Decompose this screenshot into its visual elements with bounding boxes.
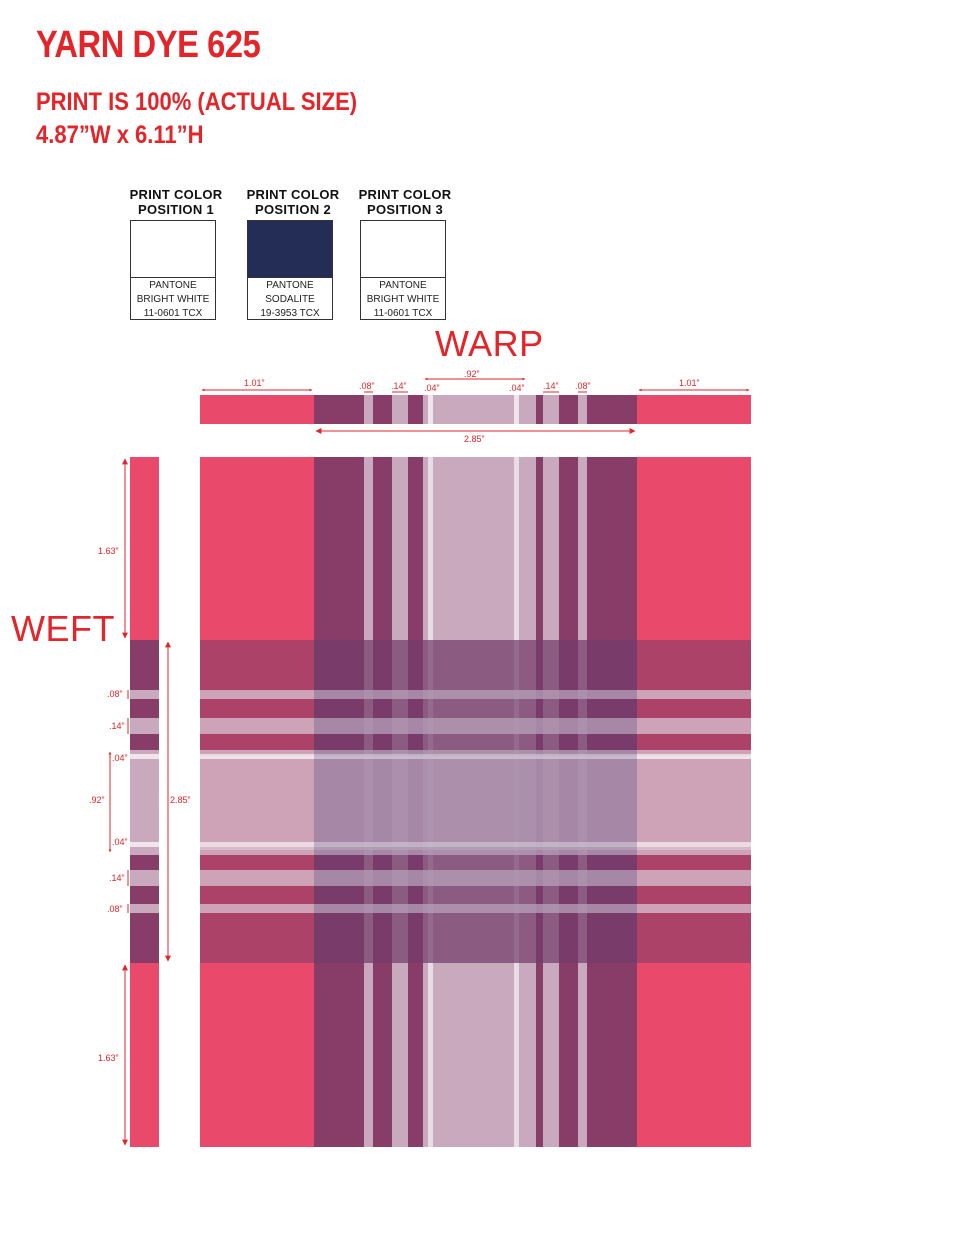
warp-dim-04b: .04” <box>509 383 525 393</box>
warp-dimensions <box>201 377 750 434</box>
document-title: YARN DYE 625 <box>36 24 261 66</box>
warp-stripe <box>519 395 527 424</box>
swatch-3-line1: PANTONE <box>379 280 427 291</box>
swatch-1-heading-line1: PRINT COLOR <box>129 187 223 202</box>
swatch-3-heading: PRINT COLOR POSITION 3 <box>350 187 460 217</box>
warp-dim-14a: .14” <box>391 381 407 391</box>
warp-stripe <box>514 395 519 424</box>
warp-dim-total: 2.85” <box>464 434 485 444</box>
weft-dim-top: 1.63” <box>98 546 119 556</box>
warp-dim-left: 1.01” <box>244 378 265 388</box>
warp-stripe <box>392 395 408 424</box>
warp-stripe <box>578 395 587 424</box>
swatch-1-line3: 11-0601 TCX <box>143 308 203 319</box>
swatch-1-line1: PANTONE <box>149 280 197 291</box>
swatch-2-line2: SODALITE <box>265 294 315 305</box>
weft-dim-04a: .04” <box>112 753 128 763</box>
dimensions-note: 4.87”W x 6.11”H <box>36 121 204 149</box>
swatch-2: PANTONE SODALITE 19-3953 TCX <box>247 220 333 320</box>
warp-dim-08b: .08” <box>575 381 591 391</box>
swatch-3-line3: 11-0601 TCX <box>373 308 433 319</box>
warp-red-left <box>200 395 314 424</box>
weft-dim-08b: .08” <box>107 904 123 914</box>
warp-stripe <box>423 395 432 424</box>
plaid-main <box>200 457 751 1147</box>
swatch-3: PANTONE BRIGHT WHITE 11-0601 TCX <box>360 220 446 320</box>
swatch-2-pantone: PANTONE SODALITE 19-3953 TCX <box>248 278 332 321</box>
swatch-2-color <box>248 221 332 278</box>
print-size-note: PRINT IS 100% (ACTUAL SIZE) <box>36 88 358 116</box>
swatch-3-pantone: PANTONE BRIGHT WHITE 11-0601 TCX <box>361 278 445 321</box>
warp-dim-04a: .04” <box>424 383 440 393</box>
swatch-1-color <box>131 221 215 278</box>
weft-dimensions <box>108 458 171 1146</box>
swatch-1-heading-line2: POSITION 1 <box>138 202 214 217</box>
weft-dim-08a: .08” <box>107 689 123 699</box>
swatch-3-heading-line2: POSITION 3 <box>367 202 443 217</box>
weft-label: WEFT <box>11 608 115 649</box>
swatch-3-heading-line1: PRINT COLOR <box>358 187 452 202</box>
swatch-2-heading-line1: PRINT COLOR <box>246 187 340 202</box>
warp-stripe <box>364 395 373 424</box>
swatch-2-line3: 19-3953 TCX <box>260 308 320 319</box>
warp-dim-center: .92” <box>464 369 480 379</box>
weft-dim-bottom: 1.63” <box>98 1053 119 1063</box>
swatch-3-color <box>361 221 445 278</box>
swatch-2-line1: PANTONE <box>266 280 314 291</box>
weft-dim-14b: .14” <box>109 873 125 883</box>
warp-stripe <box>428 395 433 424</box>
warp-dim-right: 1.01” <box>679 378 700 388</box>
swatch-1-line2: BRIGHT WHITE <box>136 294 210 305</box>
swatch-1-pantone: PANTONE BRIGHT WHITE 11-0601 TCX <box>131 278 215 321</box>
swatch-2-heading: PRINT COLOR POSITION 2 <box>238 187 348 217</box>
warp-red-right <box>637 395 751 424</box>
swatch-1: PANTONE BRIGHT WHITE 11-0601 TCX <box>130 220 216 320</box>
weft-dim-total: 2.85” <box>170 795 191 805</box>
weft-dim-14a: .14” <box>109 721 125 731</box>
warp-stripe <box>543 395 559 424</box>
weft-strip <box>130 457 159 1147</box>
weft-dim-center: .92” <box>89 795 105 805</box>
swatch-1-heading: PRINT COLOR POSITION 1 <box>121 187 231 217</box>
warp-label: WARP <box>435 323 544 364</box>
swatch-3-line2: BRIGHT WHITE <box>366 294 440 305</box>
swatch-2-heading-line2: POSITION 2 <box>255 202 331 217</box>
warp-strip <box>200 395 751 424</box>
warp-dim-14b: .14” <box>543 381 559 391</box>
warp-dim-08a: .08” <box>359 381 375 391</box>
weft-dim-04b: .04” <box>112 837 128 847</box>
